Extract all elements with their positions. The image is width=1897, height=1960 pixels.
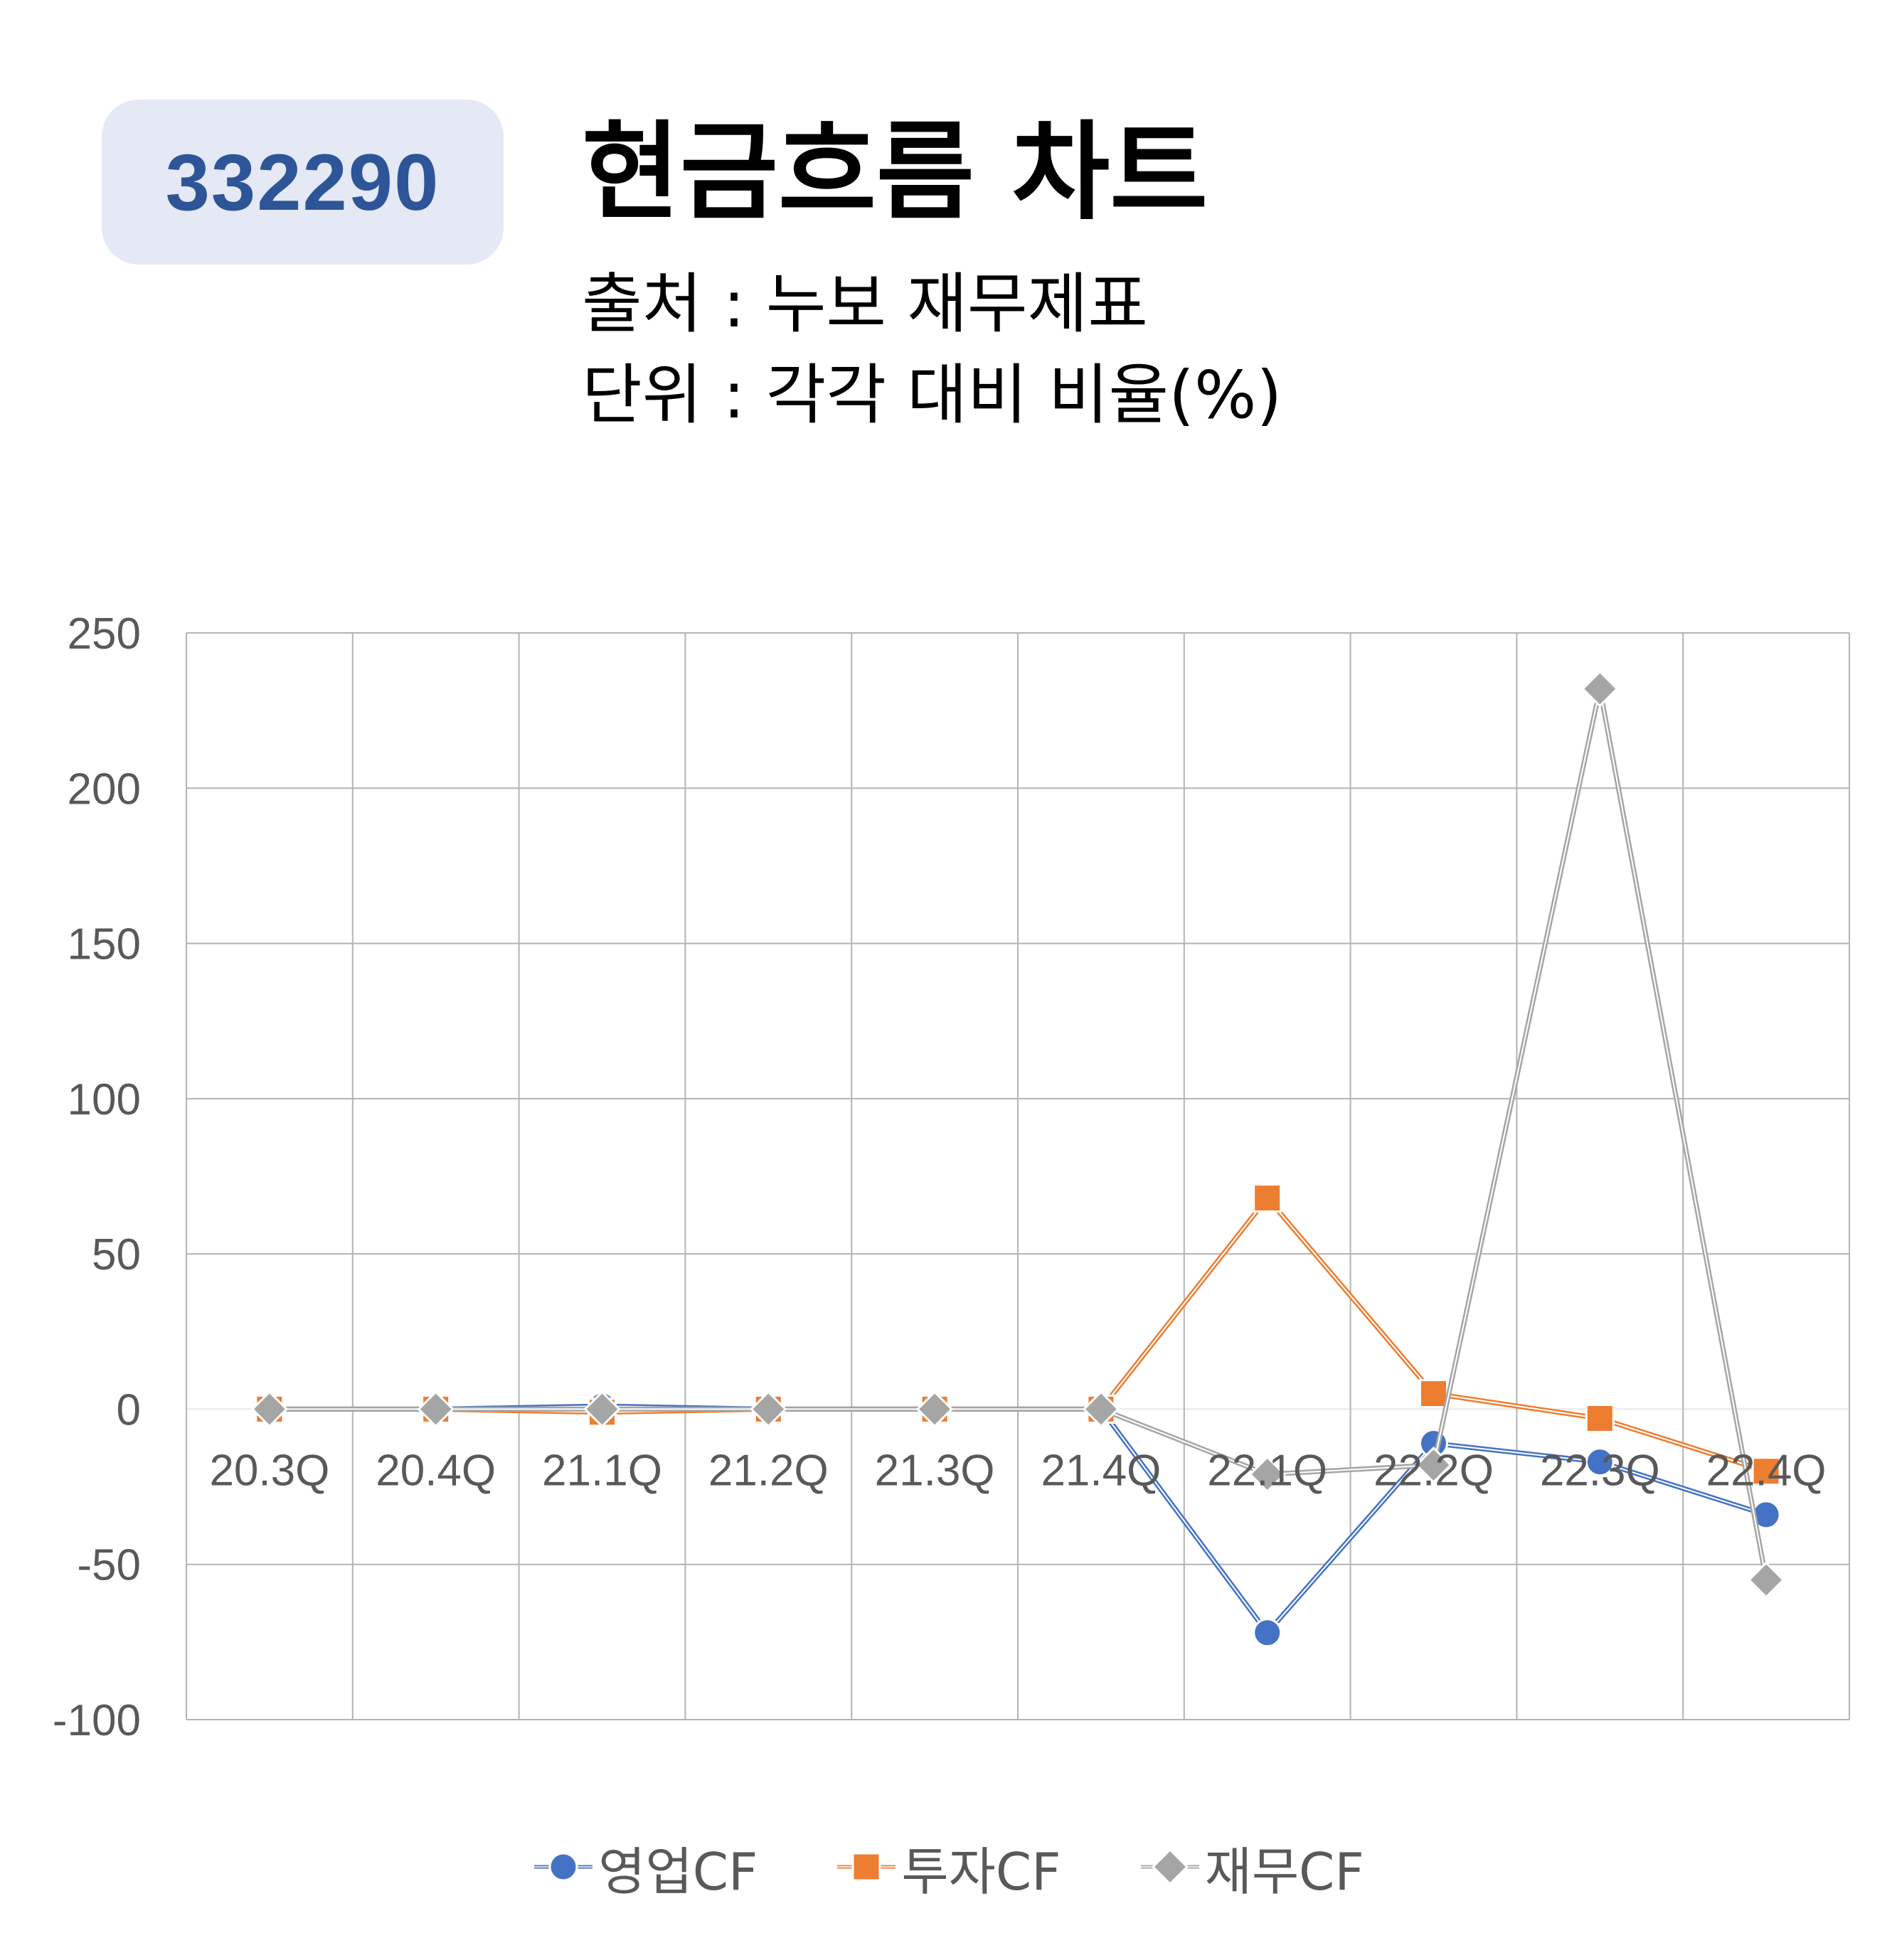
series-diamond bbox=[250, 670, 1785, 1599]
data-point bbox=[1581, 670, 1619, 708]
series-line bbox=[269, 688, 1768, 1580]
legend-label: 재무CF bbox=[1204, 1841, 1364, 1902]
y-tick-label: 250 bbox=[68, 609, 141, 659]
y-tick-label: 100 bbox=[68, 1075, 141, 1124]
stock-code-badge: 332290 bbox=[102, 100, 504, 265]
data-point bbox=[750, 1390, 787, 1428]
data-point bbox=[1585, 1404, 1615, 1434]
legend-label: 투자CF bbox=[901, 1841, 1061, 1902]
chart-title: 현금흐름 차트 bbox=[582, 111, 1208, 235]
legend-marker-icon bbox=[1140, 1848, 1199, 1886]
legend-item: 투자CF bbox=[836, 1830, 1061, 1905]
data-point bbox=[1415, 1446, 1452, 1484]
data-point bbox=[1585, 1447, 1615, 1477]
x-tick-label: 21.4Q bbox=[1041, 1446, 1161, 1495]
data-point bbox=[1248, 1455, 1286, 1493]
legend-item: 재무CF bbox=[1139, 1830, 1364, 1905]
x-tick-label: 21.1Q bbox=[542, 1446, 662, 1495]
x-tick-label: 22.2Q bbox=[1373, 1446, 1494, 1495]
x-tick-label: 22.1Q bbox=[1207, 1446, 1327, 1495]
x-tick-label: 20.4Q bbox=[376, 1446, 496, 1495]
legend-marker-icon bbox=[837, 1852, 896, 1882]
data-point bbox=[1751, 1456, 1781, 1486]
legend-label: 영업CF bbox=[598, 1841, 758, 1902]
data-point bbox=[1419, 1379, 1448, 1409]
x-tick-label: 22.4Q bbox=[1706, 1446, 1827, 1495]
legend-item: 영업CF bbox=[533, 1830, 758, 1905]
unit-note: 단위 : 각각 대비 비율(%) bbox=[582, 357, 1282, 433]
x-axis-ticks: 20.3Q 20.4Q 21.1Q 21.2Q 21.3Q 21.4Q 22.1Q 22.2Q… bbox=[209, 1446, 1826, 1495]
y-tick-label: 50 bbox=[92, 1230, 141, 1279]
stock-code: 332290 bbox=[165, 137, 440, 227]
data-point bbox=[1253, 1618, 1282, 1648]
source-note: 출처 : 누보 재무제표 bbox=[582, 266, 1148, 342]
series bbox=[250, 670, 1785, 1648]
data-point bbox=[915, 1390, 954, 1428]
x-tick-label: 20.3Q bbox=[209, 1446, 329, 1495]
y-tick-label: 200 bbox=[68, 765, 141, 814]
grid bbox=[186, 632, 1850, 1720]
x-tick-label: 22.3Q bbox=[1540, 1446, 1660, 1495]
y-tick-label: 150 bbox=[68, 920, 141, 969]
y-tick-label: -100 bbox=[53, 1696, 141, 1745]
data-point bbox=[250, 1390, 289, 1428]
legend-marker-icon bbox=[534, 1852, 593, 1882]
x-tick-label: 21.2Q bbox=[708, 1446, 829, 1495]
data-point bbox=[417, 1390, 455, 1428]
data-point bbox=[583, 1390, 621, 1428]
y-tick-label: -50 bbox=[77, 1541, 141, 1590]
y-tick-label: 0 bbox=[117, 1385, 141, 1434]
data-point bbox=[1747, 1561, 1785, 1599]
y-axis-ticks: 250 200 150 100 50 0 -50 -100 bbox=[53, 609, 141, 1745]
legend: 영업CF 투자CF 재무CF bbox=[0, 1828, 1897, 1906]
data-point bbox=[1253, 1183, 1282, 1213]
data-point bbox=[1082, 1390, 1120, 1428]
x-tick-label: 21.3Q bbox=[875, 1446, 995, 1495]
